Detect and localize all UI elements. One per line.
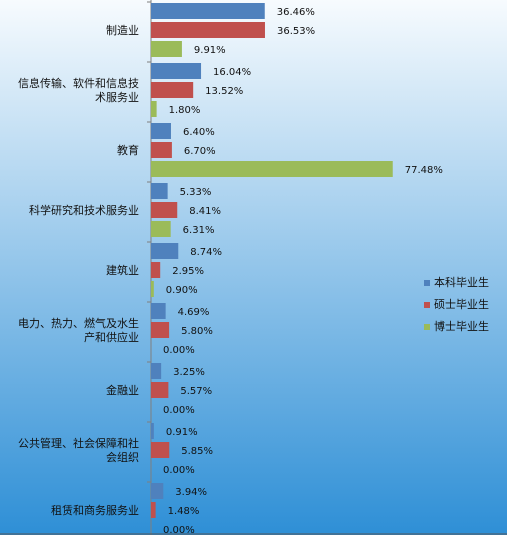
data-label: 6.31% (183, 225, 215, 236)
category-label: 建筑业 (106, 263, 139, 277)
data-label: 5.85% (181, 446, 213, 457)
data-label: 5.33% (180, 187, 212, 198)
data-label: 5.57% (180, 386, 212, 397)
bar (151, 161, 393, 177)
bar (151, 423, 154, 439)
legend-label: 本科毕业生 (434, 275, 489, 289)
bar (151, 142, 172, 158)
category-label: 信息传输、软件和信息技 (18, 76, 139, 90)
bar (151, 202, 178, 218)
bar (151, 101, 157, 117)
data-label: 0.00% (163, 525, 195, 535)
bar (151, 502, 156, 518)
bar (151, 82, 194, 98)
bar (151, 22, 265, 38)
data-label: 9.91% (194, 45, 226, 56)
data-label: 16.04% (213, 67, 251, 78)
category-label: 教育 (117, 143, 139, 157)
bar (151, 183, 168, 199)
data-label: 3.25% (173, 367, 205, 378)
data-label: 6.70% (184, 146, 216, 157)
bar (151, 3, 265, 19)
data-label: 0.00% (163, 405, 195, 416)
data-label: 0.90% (166, 285, 198, 296)
data-label: 2.95% (172, 266, 204, 277)
data-label: 8.74% (190, 247, 222, 258)
legend-label: 博士毕业生 (434, 319, 489, 333)
legend-label: 硕士毕业生 (434, 297, 489, 311)
data-label: 77.48% (405, 165, 443, 176)
legend-swatch (424, 280, 430, 286)
bar (151, 41, 182, 57)
data-label: 13.52% (205, 86, 243, 97)
category-label: 产和供应业 (84, 330, 139, 344)
data-label: 36.53% (277, 26, 315, 37)
category-label: 制造业 (106, 23, 139, 37)
bar (151, 221, 171, 237)
bar (151, 123, 171, 139)
bar (151, 363, 162, 379)
bar (151, 483, 164, 499)
data-label: 0.00% (163, 465, 195, 476)
bar (151, 63, 202, 79)
category-label: 术服务业 (95, 91, 139, 104)
bar (151, 303, 166, 319)
data-label: 5.80% (181, 326, 213, 337)
bar (151, 243, 179, 259)
bar (151, 382, 169, 398)
bar (151, 322, 170, 338)
data-label: 6.40% (183, 127, 215, 138)
category-label: 公共管理、社会保障和社 (18, 436, 139, 450)
legend-swatch (424, 302, 430, 308)
category-label: 会组织 (106, 450, 139, 464)
data-label: 3.94% (175, 487, 207, 498)
category-label: 租赁和商务服务业 (51, 503, 139, 517)
category-label: 电力、热力、燃气及水生 (18, 316, 139, 330)
legend-swatch (424, 324, 430, 330)
category-label: 金融业 (106, 383, 139, 397)
data-label: 8.41% (189, 206, 221, 217)
data-label: 0.91% (166, 427, 198, 438)
bar (151, 281, 154, 297)
data-label: 36.46% (277, 7, 315, 18)
data-label: 1.80% (169, 105, 201, 116)
bar (151, 262, 161, 278)
data-label: 4.69% (178, 307, 210, 318)
bar (151, 442, 170, 458)
data-label: 1.48% (168, 506, 200, 517)
category-label: 科学研究和技术服务业 (29, 203, 139, 217)
data-label: 0.00% (163, 345, 195, 356)
